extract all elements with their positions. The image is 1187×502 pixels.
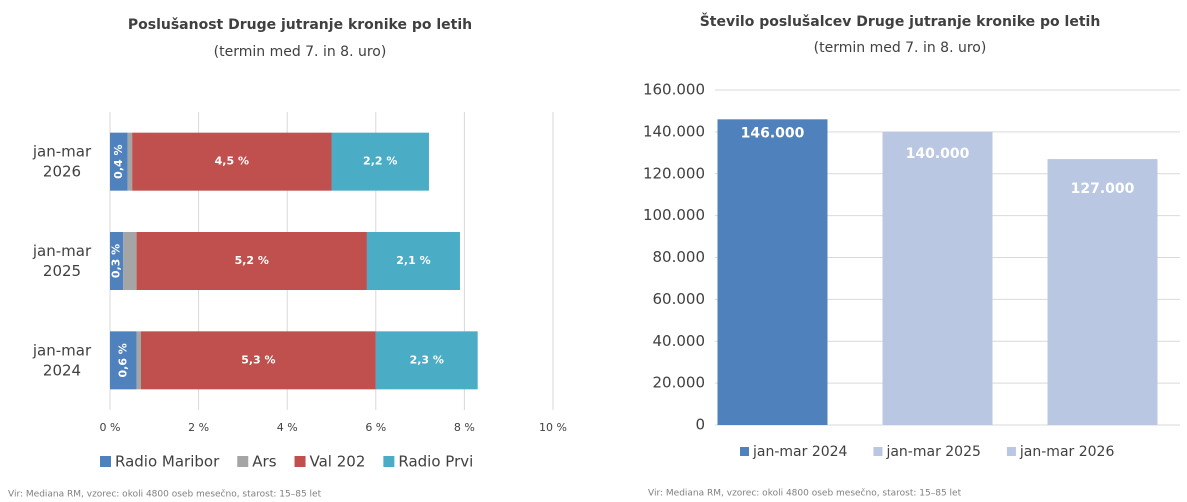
legend-label: jan-mar 2026 xyxy=(1019,444,1115,460)
x-tick-label: 4 % xyxy=(277,421,298,434)
data-label: 5,3 % xyxy=(241,353,275,366)
y-tick-label: jan-mar 2025 xyxy=(32,242,92,280)
legend-label: Radio Maribor xyxy=(115,453,220,471)
y-tick-label: 20.000 xyxy=(653,374,706,392)
legend-swatch xyxy=(100,456,111,467)
data-label: 140.000 xyxy=(906,146,970,162)
bar-segment xyxy=(132,132,332,191)
bar-segment xyxy=(331,132,429,191)
data-label: 146.000 xyxy=(741,125,805,141)
chart-subtitle: (termin med 7. in 8. uro) xyxy=(814,40,987,56)
data-label: 2,2 % xyxy=(363,155,397,168)
y-tick-label: 140.000 xyxy=(643,122,705,140)
bar xyxy=(1047,159,1158,425)
bar-segment xyxy=(110,232,124,290)
source: Vir: Mediana RM, vzorec: okoli 4800 oseb… xyxy=(8,489,322,500)
legend-label: jan-mar 2024 xyxy=(752,444,848,460)
legend-label: Val 202 xyxy=(310,453,366,471)
x-tick-label: 10 % xyxy=(539,421,567,434)
x-tick-label: 8 % xyxy=(454,421,475,434)
bar-segment xyxy=(123,232,137,290)
y-tick-label: jan-mar 2024 xyxy=(32,341,92,379)
y-tick-label: jan-mar 2026 xyxy=(32,142,92,180)
data-label: 4,5 % xyxy=(215,155,249,168)
legend-swatch xyxy=(873,447,883,456)
chart-title: Število poslušalcev Druge jutranje kroni… xyxy=(700,12,1101,30)
bar-segment xyxy=(366,232,460,290)
data-label: 2,1 % xyxy=(396,254,430,267)
legend-label: jan-mar 2025 xyxy=(885,444,980,460)
bar xyxy=(717,119,828,425)
bar-segment xyxy=(375,331,478,390)
x-tick-label: 0 % xyxy=(100,421,121,434)
data-label: 127.000 xyxy=(1071,181,1135,197)
bar-segment xyxy=(110,331,137,390)
y-tick-label: 40.000 xyxy=(653,332,706,350)
bar-segment xyxy=(110,132,128,191)
data-label: 2,3 % xyxy=(410,353,444,366)
source: Vir: Mediana RM, vzorec: okoli 4800 oseb… xyxy=(648,488,962,499)
legend-swatch xyxy=(294,456,306,467)
legend-label: Radio Prvi xyxy=(398,453,473,471)
data-label: 0,4 % xyxy=(112,144,125,178)
x-tick-label: 6 % xyxy=(365,421,386,434)
y-tick-label: 0 xyxy=(695,416,705,434)
bar xyxy=(882,131,993,425)
bar-segment xyxy=(136,232,367,290)
y-tick-label: 60.000 xyxy=(653,290,706,308)
y-tick-label: 120.000 xyxy=(643,164,705,182)
chart-subtitle: (termin med 7. in 8. uro) xyxy=(214,44,387,60)
y-tick-label: 160.000 xyxy=(643,81,705,99)
legend-swatch xyxy=(1006,447,1016,456)
y-tick-label: 100.000 xyxy=(643,206,705,224)
chart-title: Poslušanost Druge jutranje kronike po le… xyxy=(128,17,472,33)
legend-swatch xyxy=(237,456,249,467)
bar-segment xyxy=(127,132,133,191)
data-label: 5,2 % xyxy=(235,254,269,267)
legend-label: Ars xyxy=(252,453,276,471)
x-tick-label: 2 % xyxy=(188,421,209,434)
bar-segment xyxy=(136,331,142,390)
legend-swatch xyxy=(383,456,395,467)
bar-segment xyxy=(141,331,376,390)
data-label: 0,6 % xyxy=(116,343,129,377)
legend-swatch xyxy=(740,447,749,456)
y-tick-label: 80.000 xyxy=(653,248,706,266)
data-label: 0,3 % xyxy=(110,244,123,278)
